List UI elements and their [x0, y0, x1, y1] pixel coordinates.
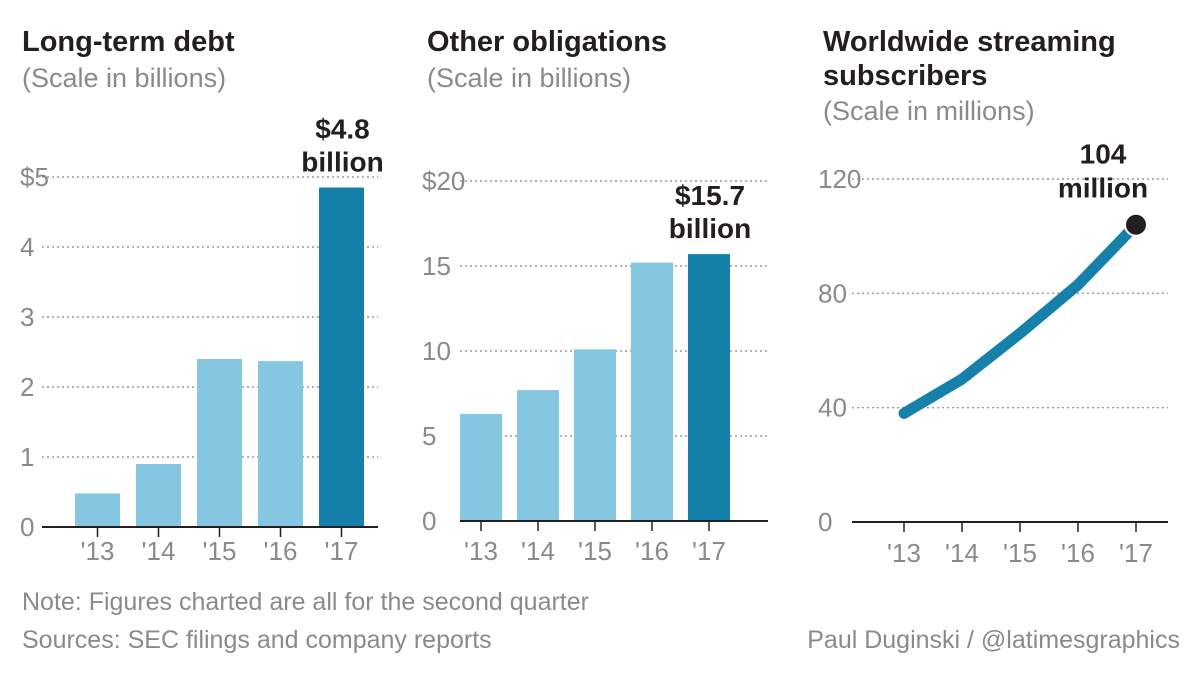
y-tick-label: 120 — [818, 164, 861, 194]
footer-note: Note: Figures charted are all for the se… — [22, 588, 589, 616]
chart-title-line-1: Worldwide streaming — [823, 26, 1116, 58]
x-tick-label: '17 — [1119, 538, 1153, 568]
x-tick-label: '16 — [635, 536, 669, 566]
y-tick-label: 80 — [818, 278, 847, 308]
value-callout-unit: billion — [669, 213, 751, 244]
x-tick-label: '14 — [521, 536, 555, 566]
y-tick-label: 0 — [818, 507, 832, 537]
chart-subtitle: (Scale in billions) — [427, 63, 632, 93]
x-tick-label: '16 — [1061, 538, 1095, 568]
y-tick-label: 5 — [422, 421, 436, 451]
x-tick-label: '13 — [464, 536, 498, 566]
x-tick-label: '17 — [325, 536, 359, 566]
x-tick-label: '14 — [945, 538, 979, 568]
y-tick-label: $5 — [20, 162, 49, 192]
bar — [517, 390, 559, 521]
y-tick-label: 40 — [818, 393, 847, 423]
chart-streaming-subscribers: Worldwide streaming subscribers (Scale i… — [800, 0, 1200, 575]
y-tick-label: 3 — [20, 302, 34, 332]
bar — [460, 413, 502, 521]
y-tick-label: 10 — [422, 336, 451, 366]
chart-title: Long-term debt — [22, 26, 235, 58]
y-tick-label: $20 — [422, 166, 465, 196]
endpoint-marker — [1124, 212, 1148, 237]
footer-sources: Sources: SEC filings and company reports — [22, 626, 492, 654]
y-tick-label: 15 — [422, 251, 451, 281]
chart-title-line-2: subscribers — [823, 60, 988, 92]
x-tick-label: '15 — [1003, 538, 1037, 568]
bar — [75, 493, 120, 527]
x-tick-label: '13 — [81, 536, 115, 566]
bar — [688, 254, 730, 521]
y-tick-label: 4 — [20, 232, 34, 262]
footer-credit: Paul Duginski / @latimesgraphics — [807, 626, 1180, 654]
value-callout-amount: $15.7 — [675, 180, 745, 211]
x-tick-label: '16 — [264, 536, 298, 566]
y-tick-label: 0 — [422, 506, 436, 536]
x-tick-label: '15 — [578, 536, 612, 566]
chart-title: Other obligations — [427, 26, 668, 58]
value-callout-unit: billion — [301, 147, 383, 178]
x-tick-label: '14 — [142, 536, 176, 566]
chart-long-term-debt: Long-term debt (Scale in billions) 0 1 2 3 4… — [0, 0, 400, 575]
bar — [258, 361, 303, 527]
bar — [574, 349, 616, 521]
bar — [136, 464, 181, 527]
bar — [631, 262, 673, 521]
y-tick-label: 1 — [20, 442, 34, 472]
chart-subtitle: (Scale in billions) — [22, 63, 227, 93]
y-tick-label: 0 — [20, 512, 34, 542]
x-tick-label: '15 — [203, 536, 237, 566]
bar — [319, 187, 364, 527]
chart-other-obligations: Other obligations (Scale in billions) 0 5… — [400, 0, 800, 575]
bar — [197, 359, 242, 527]
y-tick-label: 2 — [20, 372, 34, 402]
value-callout-amount: 104 — [1080, 139, 1127, 170]
series-line — [898, 219, 1142, 419]
chart-subtitle: (Scale in millions) — [823, 96, 1035, 126]
x-tick-label: '13 — [887, 538, 921, 568]
value-callout-unit: million — [1058, 173, 1148, 204]
value-callout-amount: $4.8 — [315, 114, 370, 145]
x-tick-label: '17 — [692, 536, 726, 566]
